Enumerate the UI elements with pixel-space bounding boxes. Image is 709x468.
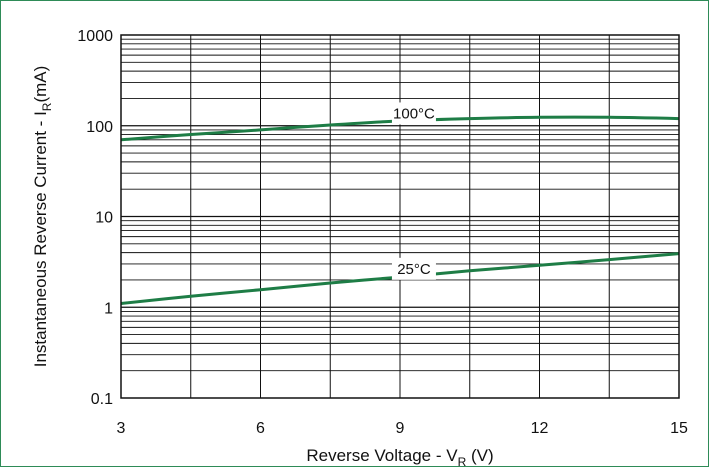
plot-area-border: [120, 34, 680, 399]
x-axis-label: Reverse Voltage - VR (V): [306, 446, 493, 468]
y-tick-label: 0.1: [91, 391, 113, 408]
x-axis-label-unit: (V): [466, 446, 493, 465]
x-tick-label: 6: [256, 420, 265, 437]
y-tick-label: 1: [104, 300, 113, 317]
series-group: 100°C 25°C: [120, 102, 680, 305]
x-tick-label: 9: [396, 420, 405, 437]
series-label-0: 100°C: [393, 105, 435, 122]
y-axis-label-main: Instantaneous Reverse Current - I: [31, 111, 50, 367]
series-label-background: [391, 257, 436, 280]
tick-labels: 3 6 9 12 15 0.1 1 10 100 1000: [77, 28, 688, 437]
x-axis-label-subscript: R: [458, 455, 467, 468]
x-tick-label: 3: [117, 420, 126, 437]
x-tick-label: 12: [531, 420, 549, 437]
y-tick-label: 100: [86, 119, 113, 136]
y-axis-label-subscript: R: [40, 102, 54, 111]
x-tick-label: 15: [670, 420, 688, 437]
y-axis-label-unit: (mA): [31, 66, 50, 103]
series-label-background: [391, 102, 436, 125]
grid: [121, 35, 679, 398]
series-label-1: 25°C: [397, 261, 431, 278]
y-axis-label: Instantaneous Reverse Current - IR(mA): [31, 66, 54, 368]
y-tick-label: 10: [95, 210, 113, 227]
x-axis-label-main: Reverse Voltage - V: [306, 446, 458, 465]
y-tick-label: 1000: [77, 28, 113, 45]
